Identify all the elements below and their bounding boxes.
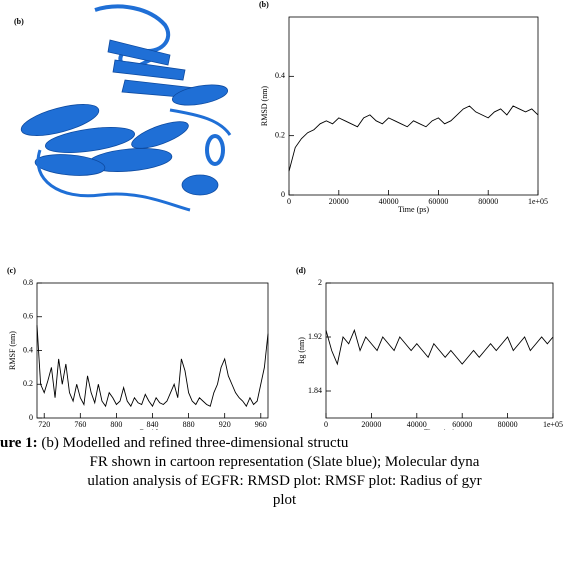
data-line [36, 325, 269, 408]
x-tick-label: 720 [38, 420, 50, 429]
caption-line: ure 1: (b) Modelled and refined three-di… [0, 434, 569, 453]
plot-frame [325, 282, 554, 419]
y-tick-label: 0.2 [275, 130, 285, 139]
x-tick-label: 880 [183, 420, 195, 429]
x-tick-label: 800 [110, 420, 122, 429]
panel-label: (b) [14, 17, 24, 26]
x-tick-label: 0 [287, 197, 291, 206]
x-tick-label: 20000 [329, 197, 349, 206]
y-axis-label: Rg (nm) [297, 337, 306, 364]
x-axis-label: Residue [140, 428, 166, 430]
x-tick-label: 40000 [379, 197, 399, 206]
data-line [288, 105, 539, 172]
panel-label: (c) [7, 266, 16, 275]
caption-line: plot [272, 492, 297, 508]
x-tick-label: 920 [219, 420, 231, 429]
figure: (b) (b)00.20.40 20000 40000 60000 80000 1e+05… [7, 0, 563, 430]
x-tick-label: 840 [147, 420, 159, 429]
panel-label: (b) [259, 0, 269, 9]
y-tick-label: 0.4 [23, 345, 33, 354]
caption-label: ure 1: [0, 435, 38, 451]
y-tick-label: 0.2 [23, 379, 33, 388]
caption-line: FR shown in cartoon representation (Slat… [89, 454, 480, 470]
caption-line: ulation analysis of EGFR: RMSD plot: RMS… [87, 473, 482, 489]
caption-text: (b) Modelled and refined three-dimension… [37, 435, 349, 451]
x-tick-label: 40000 [407, 420, 427, 429]
x-tick-label: 760 [74, 420, 86, 429]
y-tick-label: 1.92 [308, 332, 322, 341]
y-axis-label: RMSD (nm) [260, 86, 269, 127]
x-axis-label: Time (ps) [424, 428, 455, 430]
plot-frame [288, 16, 539, 196]
data-line [325, 328, 554, 366]
x-tick-label: 1e+05 [528, 197, 548, 206]
y-axis-label: RMSF (nm) [8, 331, 17, 370]
x-tick-label: 60000 [452, 420, 472, 429]
y-tick-label: 2 [318, 278, 322, 287]
x-tick-label: 60000 [428, 197, 448, 206]
y-tick-label: 0 [29, 413, 33, 422]
y-tick-label: 1.84 [308, 386, 322, 395]
caption: ure 1: (b) Modelled and refined three-di… [0, 434, 569, 510]
y-tick-label: 0 [281, 190, 285, 199]
y-tick-label: 0.4 [275, 71, 285, 80]
x-tick-label: 960 [255, 420, 267, 429]
x-tick-label: 20000 [361, 420, 381, 429]
x-tick-label: 0 [324, 420, 328, 429]
x-tick-label: 1e+05 [543, 420, 563, 429]
y-tick-label: 0.6 [23, 312, 33, 321]
y-tick-label: 0.8 [23, 278, 33, 287]
panel-label: (d) [296, 266, 306, 275]
x-axis-label: Time (ps) [398, 205, 429, 214]
x-tick-label: 80000 [478, 197, 498, 206]
protein-cartoon [20, 4, 232, 212]
x-tick-label: 80000 [498, 420, 518, 429]
